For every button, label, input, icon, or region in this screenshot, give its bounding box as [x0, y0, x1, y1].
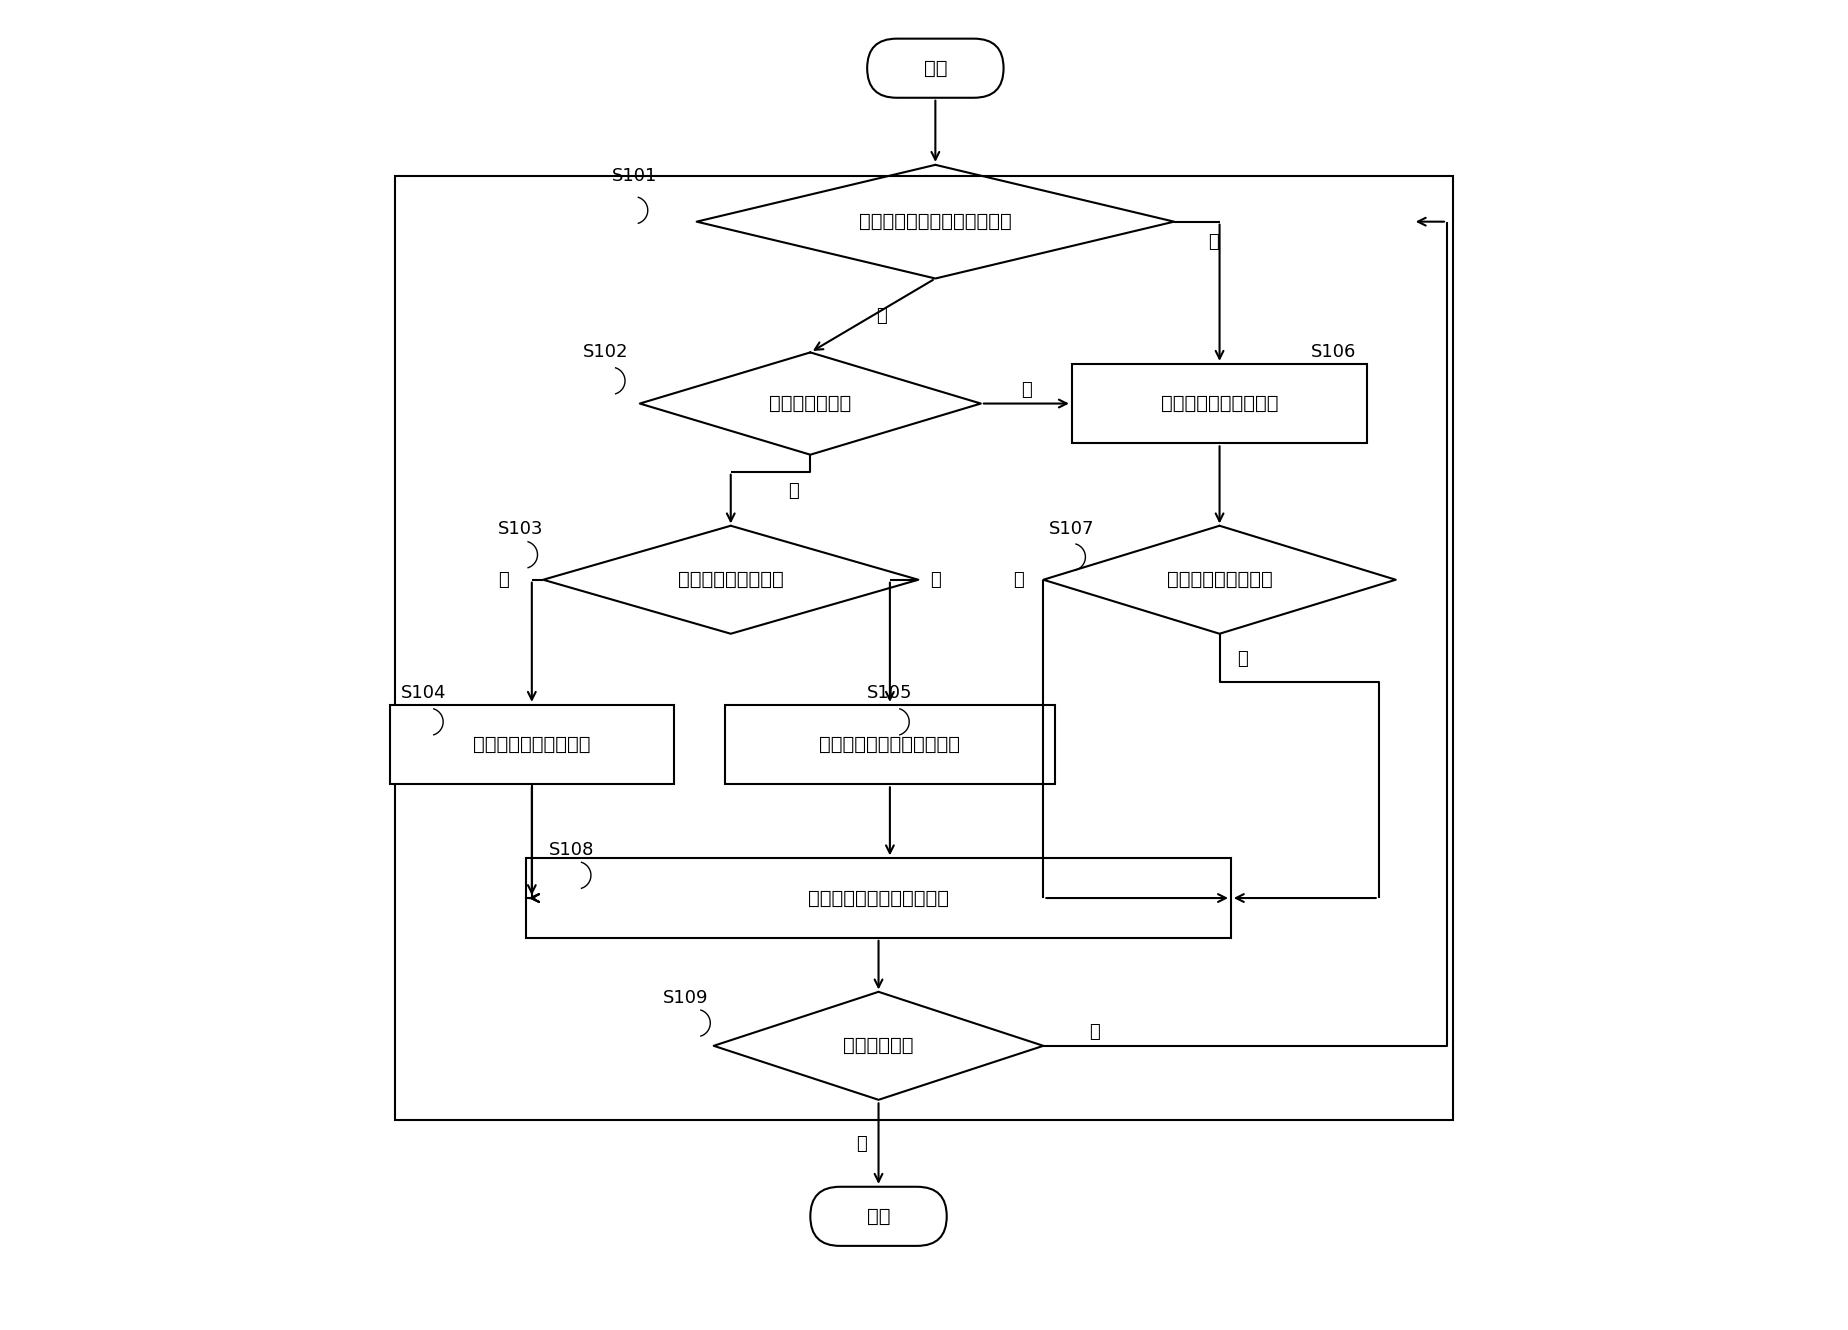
Text: S107: S107 — [1050, 520, 1094, 537]
Text: 满足噪音降低条件？: 满足噪音降低条件？ — [678, 571, 784, 589]
Text: 空调器关机？: 空调器关机？ — [843, 1036, 913, 1055]
Text: S104: S104 — [401, 685, 447, 702]
FancyBboxPatch shape — [527, 858, 1231, 938]
Text: 室外机按当前工作频率运行: 室外机按当前工作频率运行 — [808, 888, 950, 907]
FancyBboxPatch shape — [390, 705, 675, 785]
Text: 开始: 开始 — [924, 59, 948, 77]
FancyBboxPatch shape — [1072, 364, 1368, 443]
Text: 降低室外机的工作频率: 降低室外机的工作频率 — [473, 735, 591, 754]
Text: 是: 是 — [787, 481, 798, 500]
Text: S109: S109 — [663, 990, 708, 1007]
Text: 是: 是 — [856, 1134, 867, 1153]
Text: 维持室外机的工作频率不变: 维持室外机的工作频率不变 — [819, 735, 961, 754]
Text: 否: 否 — [1236, 650, 1247, 668]
FancyBboxPatch shape — [809, 1186, 946, 1246]
Text: 是: 是 — [876, 307, 887, 325]
Text: 满足频率提高条件？: 满足频率提高条件？ — [1166, 571, 1273, 589]
Text: 否: 否 — [1209, 233, 1220, 251]
Text: 接收到用户的噪音调整指令？: 接收到用户的噪音调整指令？ — [859, 213, 1011, 231]
FancyBboxPatch shape — [867, 39, 1003, 98]
Text: S106: S106 — [1310, 343, 1356, 362]
Text: 噪音降低指令？: 噪音降低指令？ — [769, 394, 852, 414]
Text: 是: 是 — [499, 571, 508, 589]
Text: 否: 否 — [1088, 1023, 1100, 1041]
Text: S102: S102 — [582, 343, 628, 362]
Text: S108: S108 — [549, 842, 595, 859]
Text: S101: S101 — [612, 168, 656, 185]
Text: S105: S105 — [867, 685, 913, 702]
FancyBboxPatch shape — [724, 705, 1055, 785]
Text: 否: 否 — [930, 571, 941, 589]
Text: 结束: 结束 — [867, 1206, 891, 1226]
Text: 提高室外机的工作频率: 提高室外机的工作频率 — [1161, 394, 1279, 414]
Text: 否: 否 — [1020, 380, 1031, 399]
Text: S103: S103 — [497, 520, 543, 537]
Text: 是: 是 — [1013, 571, 1024, 589]
